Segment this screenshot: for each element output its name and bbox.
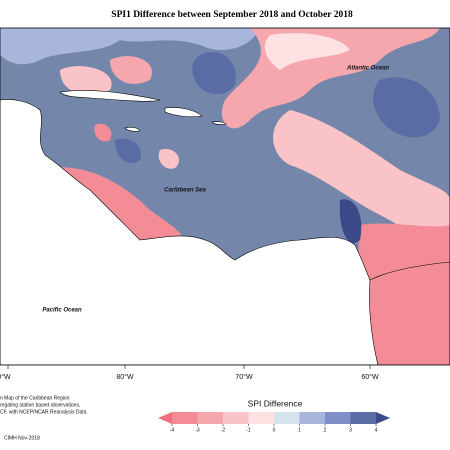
map-title: SPI1 Difference between September 2018 a…: [111, 10, 353, 20]
anomaly-area: [110, 56, 152, 84]
colorbar-tick-label: -2: [221, 427, 226, 433]
island: [59, 90, 161, 102]
colorbar-tick-label: 1: [298, 427, 301, 433]
longitude-label: 60°W: [361, 373, 379, 381]
land: [0, 99, 379, 365]
longitude-label: 90°W: [0, 373, 11, 381]
colorbar-tick-label: -1: [246, 427, 251, 433]
colorbar-segment: [248, 412, 274, 424]
map-frame: [0, 27, 450, 366]
land-anomaly: [369, 261, 450, 365]
colorbar-segment: [274, 412, 300, 424]
anomaly-area: [94, 123, 112, 142]
note-line: CF, with NCEP/NCAR Reanalysis Data.: [0, 409, 88, 415]
anomaly-area: [339, 199, 362, 244]
anomaly-area: [273, 110, 450, 260]
colorbar-tick-label: -3: [195, 427, 200, 433]
anomaly-area: [264, 33, 350, 70]
colorbar-segment: [223, 412, 249, 424]
ocean-label: Pacific Ocean: [42, 308, 82, 314]
colorbar-tick-label: 0: [273, 427, 276, 433]
island: [164, 107, 203, 118]
anomaly-area: [192, 51, 236, 95]
colorbar-tick-label: -4: [170, 427, 175, 433]
colorbar-extend: [158, 412, 172, 424]
colorbar-extend: [376, 412, 390, 424]
anomaly-area: [373, 77, 440, 138]
map-area: Atlantic Ocean Caribbean Sea Pacific Oce…: [0, 28, 450, 365]
colorbar-title: SPI Difference: [248, 398, 303, 408]
island: [211, 121, 227, 125]
ocean-label: Atlantic Ocean: [346, 66, 389, 72]
colorbar-segment: [350, 412, 376, 424]
colorbar-tick-label: 4: [375, 427, 378, 433]
colorbar-tick-label: 2: [324, 427, 327, 433]
colorbar-tick-label: 3: [349, 427, 352, 433]
anomaly-area: [115, 138, 141, 164]
colorbar-segment: [197, 412, 223, 424]
colorbar: -4 -3 -2 -1 0 1 2 3 4: [158, 412, 390, 433]
lon-ticks: [7, 365, 371, 369]
ocean-label: Caribbean Sea: [164, 188, 206, 194]
anomaly-area: [60, 66, 112, 95]
note-line: regating station based observations,: [0, 402, 80, 408]
island: [124, 126, 141, 132]
longitude-label: 70°W: [235, 373, 253, 381]
anomaly-area: [0, 28, 260, 65]
longitude-label: 80°W: [116, 373, 134, 381]
colorbar-segment: [299, 412, 325, 424]
colorbar-segment: [172, 412, 198, 424]
anomaly-area: [158, 149, 180, 169]
note-line: n Map of the Caribbean Region: [0, 395, 70, 401]
colorbar-segment: [325, 412, 351, 424]
credit: CIMH Nov-2018: [4, 435, 40, 441]
